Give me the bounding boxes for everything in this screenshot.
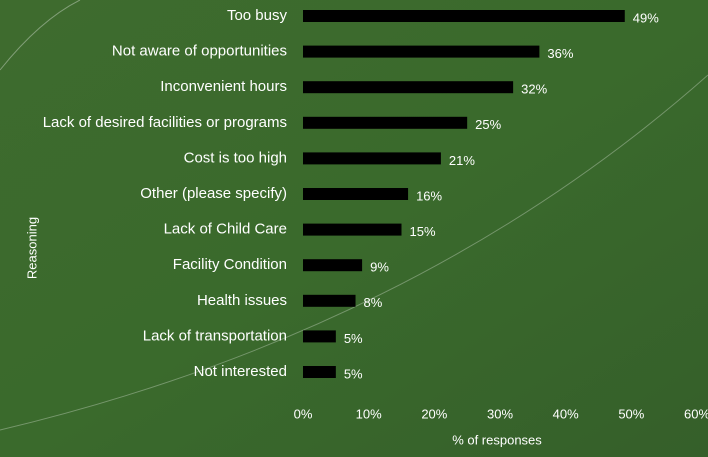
- bar: [303, 366, 336, 378]
- bar: [303, 259, 363, 272]
- bar: [303, 45, 540, 58]
- bar: [303, 116, 468, 129]
- y-tick-label: Facility Condition: [173, 256, 287, 273]
- x-tick-label: 50%: [618, 406, 644, 421]
- value-label: 36%: [547, 46, 573, 61]
- value-label: 32%: [521, 82, 547, 97]
- bar: [303, 81, 514, 94]
- value-label: 25%: [475, 117, 501, 132]
- value-label: 49%: [633, 10, 659, 25]
- y-tick-label: Lack of Child Care: [164, 221, 287, 238]
- bar: [303, 294, 356, 307]
- y-tick-label: Lack of desired facilities or programs: [43, 114, 287, 131]
- x-tick-label: 30%: [487, 406, 513, 421]
- value-label: 5%: [344, 331, 363, 346]
- y-tick-label: Health issues: [197, 292, 287, 309]
- value-label: 5%: [344, 366, 363, 381]
- value-label: 15%: [410, 224, 436, 239]
- bar: [303, 330, 336, 343]
- x-tick-label: 20%: [421, 406, 447, 421]
- value-label: 16%: [416, 188, 442, 203]
- y-tick-label: Inconvenient hours: [160, 78, 287, 95]
- y-axis-title: Reasoning: [24, 217, 39, 279]
- decor-curve: [0, 74, 708, 431]
- value-label: 8%: [364, 295, 383, 310]
- y-tick-label: Not aware of opportunities: [112, 43, 287, 60]
- y-tick-label: Cost is too high: [184, 149, 287, 166]
- bar: [303, 188, 409, 200]
- y-tick-label: Not interested: [194, 363, 287, 380]
- decor-curve: [0, 0, 81, 71]
- value-label: 21%: [449, 153, 475, 168]
- y-tick-label: Too busy: [227, 7, 288, 24]
- y-tick-label: Lack of transportation: [143, 327, 287, 344]
- x-tick-label: 10%: [356, 406, 382, 421]
- x-axis-title: % of responses: [452, 432, 542, 447]
- x-tick-label: 0%: [294, 406, 313, 421]
- value-label: 9%: [370, 260, 389, 275]
- bar: [303, 223, 402, 236]
- x-tick-label: 60%: [684, 406, 708, 421]
- bar: [303, 10, 625, 22]
- bar: [303, 152, 441, 165]
- x-tick-label: 40%: [553, 406, 579, 421]
- y-tick-label: Other (please specify): [140, 185, 287, 202]
